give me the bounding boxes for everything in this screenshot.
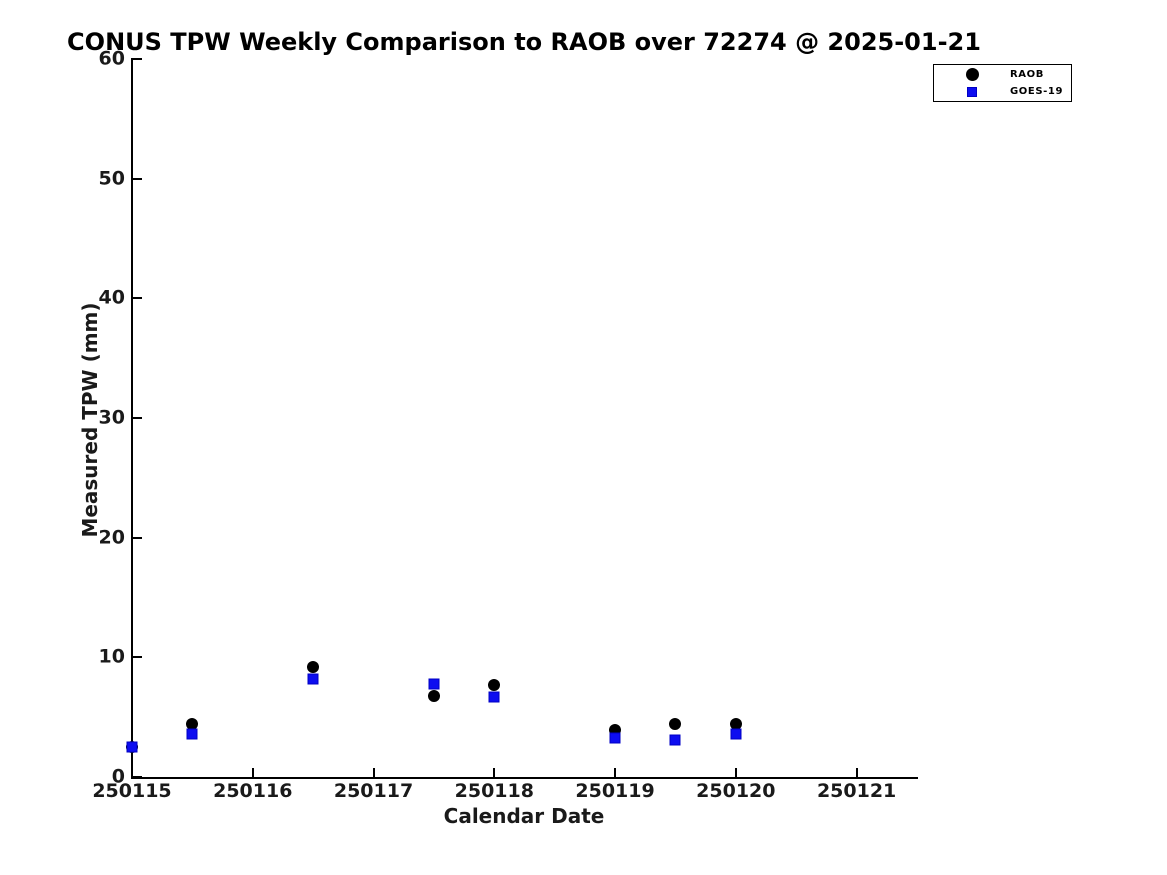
x-tick: [251, 768, 254, 777]
y-tick: [133, 776, 142, 778]
legend-row-raob: RAOB: [934, 67, 1071, 82]
x-tick: [855, 768, 858, 777]
y-tick-label: 0: [111, 765, 125, 788]
data-point-raob: [729, 718, 742, 731]
data-point-raob: [669, 718, 682, 731]
x-tick: [131, 768, 133, 777]
legend-marker-cell: [934, 68, 1010, 81]
legend: RAOB GOES-19: [933, 64, 1072, 102]
y-tick-label: 50: [98, 167, 125, 190]
legend-label-goes-19: GOES-19: [1010, 86, 1064, 97]
y-tick-label: 20: [98, 526, 125, 549]
data-point-goes-19: [669, 734, 681, 746]
data-point-goes-19: [307, 673, 319, 685]
data-point-raob: [488, 678, 501, 691]
x-tick: [493, 768, 496, 777]
raob-circle-marker-icon: [965, 68, 979, 81]
goes-19-square-marker-icon: [967, 86, 977, 97]
data-point-goes-19: [126, 741, 138, 753]
x-tick-label: 250121: [816, 780, 897, 802]
x-tick: [734, 768, 737, 777]
x-tick: [372, 768, 375, 777]
y-tick: [133, 417, 142, 419]
y-tick: [133, 297, 142, 300]
data-point-raob: [186, 718, 199, 731]
data-point-goes-19: [186, 728, 198, 740]
x-axis-label: Calendar Date: [443, 804, 605, 828]
x-tick-label: 250117: [333, 780, 414, 802]
y-tick: [133, 177, 142, 180]
data-point-raob: [307, 660, 320, 673]
x-tick-label: 250120: [696, 780, 776, 802]
y-axis: [131, 58, 133, 779]
x-tick-label: 250116: [213, 780, 293, 802]
legend-row-goes-19: GOES-19: [934, 84, 1071, 99]
y-tick: [133, 656, 142, 659]
data-point-goes-19: [609, 732, 621, 743]
y-tick-label: 60: [98, 47, 125, 70]
data-point-goes-19: [428, 678, 440, 690]
x-tick-label: 250115: [92, 780, 172, 802]
x-tick-label: 250118: [454, 780, 534, 802]
data-point-goes-19: [488, 691, 500, 703]
y-tick-label: 30: [98, 406, 125, 429]
x-axis: [131, 777, 918, 779]
x-tick: [614, 768, 617, 777]
data-point-raob: [427, 689, 440, 702]
data-point-goes-19: [730, 728, 742, 740]
chart-title: CONUS TPW Weekly Comparison to RAOB over…: [67, 28, 981, 56]
y-tick-label: 40: [98, 286, 125, 309]
legend-marker-cell: [934, 86, 1010, 97]
legend-label-raob: RAOB: [1010, 69, 1044, 80]
x-tick-label: 250119: [575, 780, 655, 802]
y-tick: [133, 58, 142, 60]
y-tick-label: 10: [98, 645, 125, 668]
y-tick: [133, 536, 142, 539]
